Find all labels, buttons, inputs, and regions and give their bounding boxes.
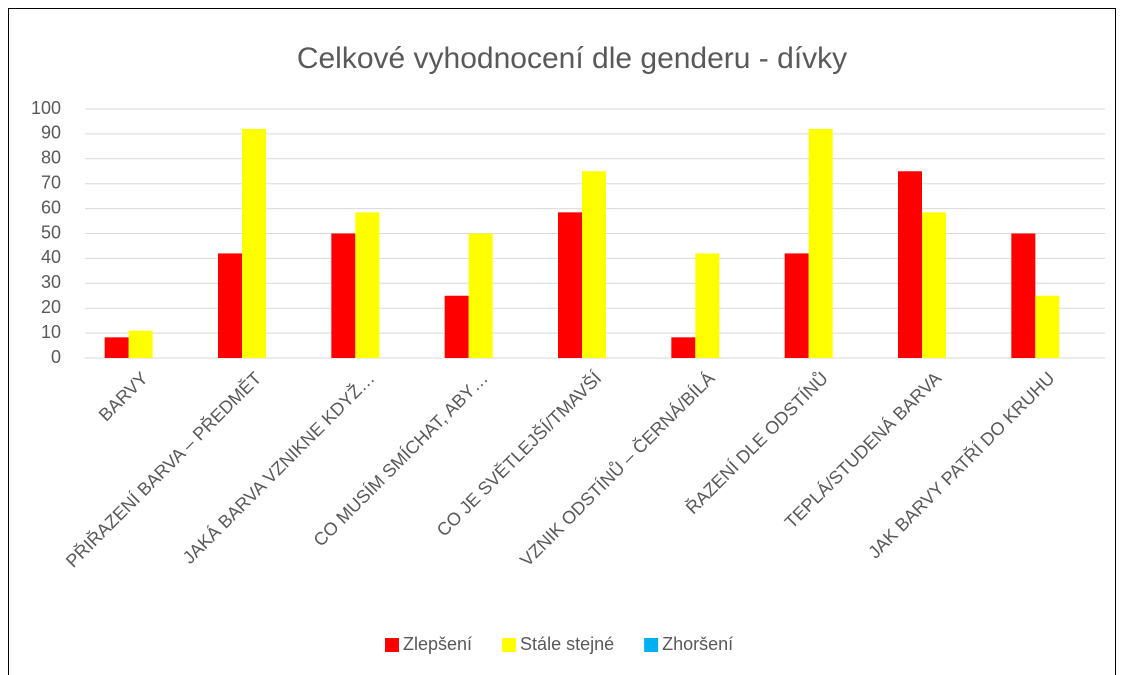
bar	[558, 212, 582, 358]
y-tick-label: 100	[31, 98, 61, 118]
bar	[355, 212, 380, 358]
bar	[128, 330, 153, 358]
legend-swatch	[502, 638, 517, 652]
y-tick-label: 10	[41, 322, 61, 342]
y-tick-label: 30	[41, 272, 61, 292]
legend-label: Zlepšení	[403, 634, 472, 654]
legend-swatch	[385, 638, 399, 652]
legend-swatch	[644, 638, 659, 652]
y-tick-label: 70	[41, 172, 61, 192]
y-tick-label: 60	[41, 197, 61, 217]
y-tick-label: 50	[41, 222, 61, 242]
y-tick-label: 90	[41, 123, 61, 143]
bar	[784, 253, 809, 358]
bar	[582, 171, 606, 358]
bar	[242, 128, 266, 358]
bar	[898, 171, 922, 358]
y-tick-label: 40	[41, 247, 61, 267]
chart-title: Celkové vyhodnocení dle genderu - dívky	[297, 42, 847, 75]
legend-label: Zhoršení	[662, 634, 733, 654]
bar	[1035, 295, 1060, 358]
bar	[218, 253, 242, 358]
bar	[695, 253, 720, 358]
bar	[468, 233, 493, 358]
bar	[671, 337, 696, 358]
y-tick-label: 80	[41, 148, 61, 168]
y-tick-label: 0	[51, 347, 61, 367]
bar	[331, 233, 356, 358]
legend-label: Stále stejné	[520, 634, 614, 654]
bar	[808, 128, 833, 358]
bar	[444, 295, 469, 358]
bar	[922, 212, 946, 358]
bar	[104, 337, 129, 358]
y-tick-label: 20	[41, 297, 61, 317]
bar	[1011, 233, 1036, 358]
